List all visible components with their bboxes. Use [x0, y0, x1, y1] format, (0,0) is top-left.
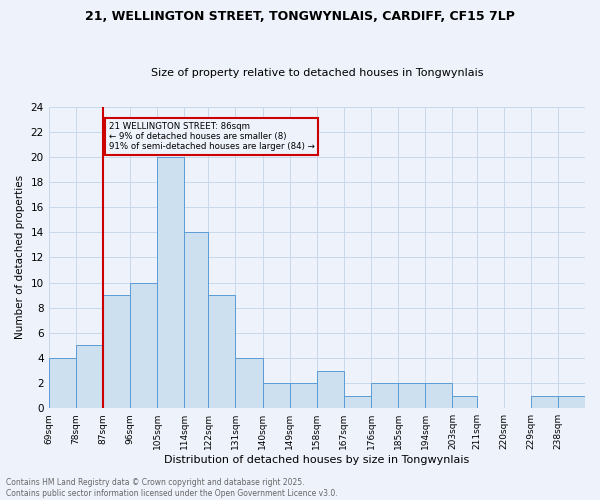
- Bar: [290, 383, 317, 408]
- Bar: [452, 396, 476, 408]
- Bar: [558, 396, 585, 408]
- Bar: [184, 232, 208, 408]
- Bar: [344, 396, 371, 408]
- X-axis label: Distribution of detached houses by size in Tongwynlais: Distribution of detached houses by size …: [164, 455, 469, 465]
- Bar: [531, 396, 558, 408]
- Bar: [425, 383, 452, 408]
- Bar: [317, 370, 344, 408]
- Bar: [103, 295, 130, 408]
- Text: Contains HM Land Registry data © Crown copyright and database right 2025.
Contai: Contains HM Land Registry data © Crown c…: [6, 478, 338, 498]
- Bar: [157, 157, 184, 408]
- Bar: [130, 282, 157, 408]
- Bar: [371, 383, 398, 408]
- Bar: [76, 346, 103, 408]
- Bar: [49, 358, 76, 408]
- Bar: [235, 358, 263, 408]
- Bar: [398, 383, 425, 408]
- Y-axis label: Number of detached properties: Number of detached properties: [15, 176, 25, 340]
- Bar: [263, 383, 290, 408]
- Title: Size of property relative to detached houses in Tongwynlais: Size of property relative to detached ho…: [151, 68, 483, 78]
- Text: 21 WELLINGTON STREET: 86sqm
← 9% of detached houses are smaller (8)
91% of semi-: 21 WELLINGTON STREET: 86sqm ← 9% of deta…: [109, 122, 315, 152]
- Text: 21, WELLINGTON STREET, TONGWYNLAIS, CARDIFF, CF15 7LP: 21, WELLINGTON STREET, TONGWYNLAIS, CARD…: [85, 10, 515, 23]
- Bar: [208, 295, 235, 408]
